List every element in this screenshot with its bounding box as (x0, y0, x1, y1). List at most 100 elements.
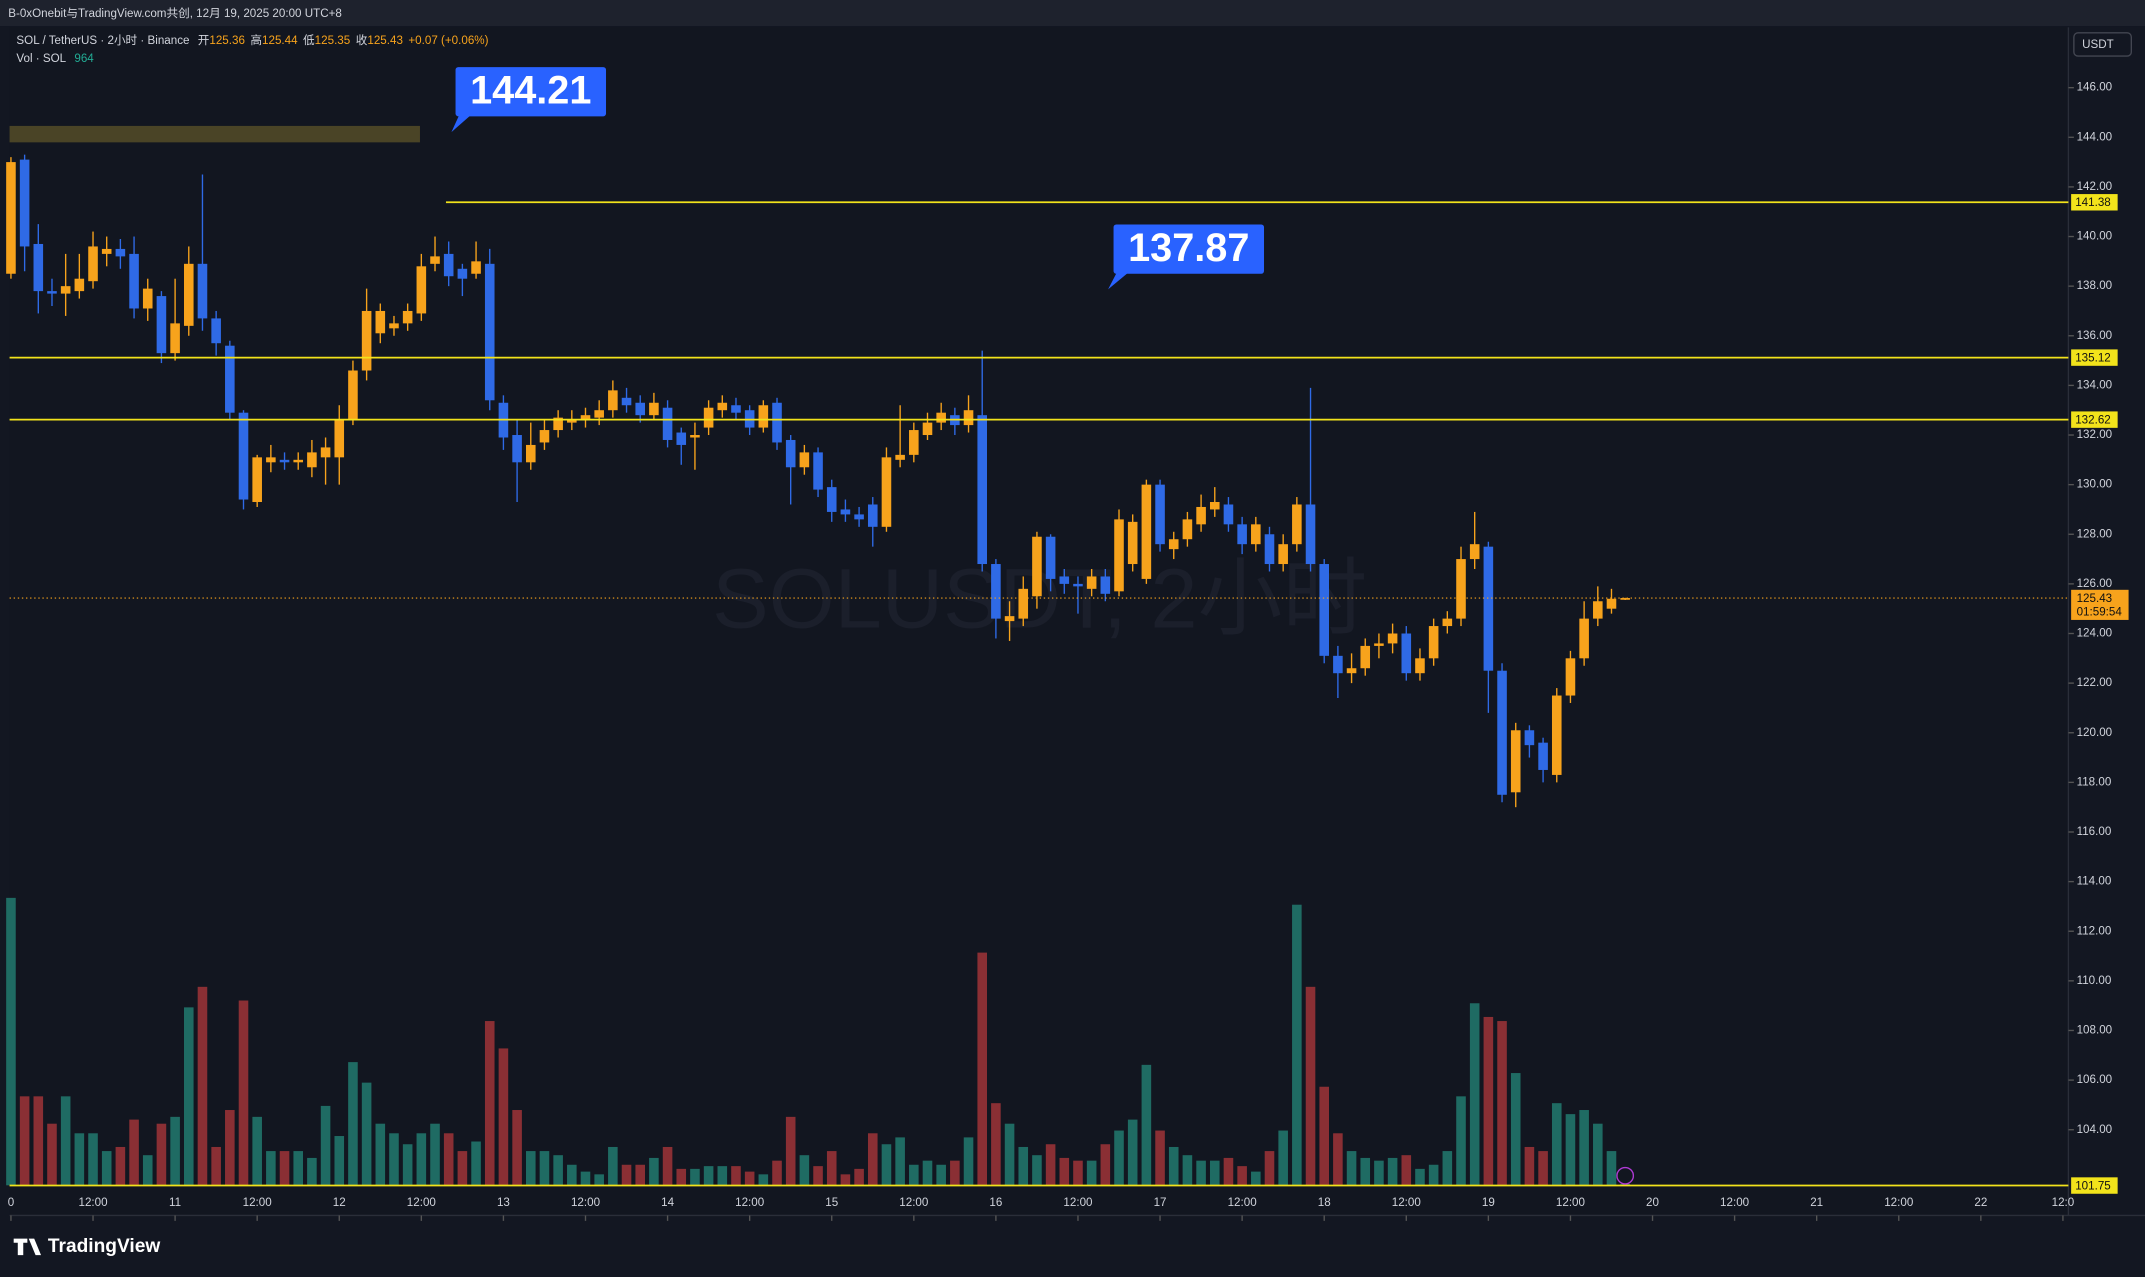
volume-bar (1606, 1151, 1617, 1186)
volume-bar (1196, 1160, 1206, 1186)
candle-body (977, 415, 988, 565)
source-line: B-0xOnebit与TradingView.com共创, 12月 19, 20… (8, 7, 342, 20)
volume-bar (895, 1137, 905, 1186)
candle-body (1045, 536, 1056, 579)
candle-body (840, 509, 851, 515)
candle-body (457, 268, 468, 279)
candle-body (1524, 730, 1535, 746)
volume-bar (1209, 1160, 1220, 1186)
volume-bar (553, 1155, 563, 1186)
candle-body (867, 504, 878, 527)
volume-bar (881, 1144, 892, 1186)
candle-body (19, 159, 30, 247)
volume-bar (33, 1096, 44, 1186)
x-tick-label: 20 (1646, 1196, 1659, 1209)
candle-body (416, 266, 427, 314)
volume-bar (115, 1146, 126, 1186)
volume-bar (170, 1116, 180, 1186)
volume-bar (252, 1116, 262, 1186)
volume-bar (88, 1133, 98, 1186)
candle-body (772, 402, 782, 443)
candle-body (1442, 618, 1453, 627)
candle-body (1223, 504, 1234, 525)
candle-body (430, 256, 440, 264)
x-tick-label: 12:00 (1063, 1196, 1093, 1209)
volume-bar (608, 1146, 618, 1186)
volume-bar (334, 1136, 345, 1186)
volume-bar (266, 1151, 276, 1186)
y-tick-label: 134.00 (2077, 378, 2113, 391)
volume-bar (225, 1110, 235, 1186)
volume-bar (594, 1174, 604, 1186)
volume-bar (1223, 1157, 1234, 1186)
volume-bar (1114, 1130, 1124, 1186)
volume-bar (772, 1160, 782, 1186)
candle-body (922, 422, 933, 436)
candle-body (129, 253, 139, 309)
level-tag (2071, 411, 2118, 428)
y-tick-label: 116.00 (2077, 825, 2112, 838)
volume-bar (156, 1123, 167, 1186)
level-label: 101.75 (2075, 1179, 2111, 1192)
brand: TradingView (48, 1236, 160, 1257)
x-tick-label: 12:00 (243, 1196, 273, 1209)
candle-body (553, 417, 563, 431)
volume-bar (1004, 1123, 1015, 1186)
callout-label: 137.87 (1128, 226, 1249, 270)
price-tag (2071, 589, 2129, 620)
candle-body (1387, 633, 1398, 644)
volume-bar (457, 1151, 468, 1186)
volume-bar (1415, 1168, 1425, 1186)
candle-body (33, 243, 44, 292)
x-tick-label: 0 (8, 1196, 15, 1209)
alert-icon[interactable] (1616, 1166, 1635, 1185)
x-tick-label: 12:00 (735, 1196, 765, 1209)
x-tick-label: 12:00 (899, 1196, 929, 1209)
volume-bar (498, 1048, 509, 1186)
x-tick-label: 11 (169, 1196, 181, 1209)
candle-body (1346, 668, 1357, 674)
candle-body (1497, 670, 1507, 795)
label: 收 (356, 33, 368, 47)
x-tick-label: 12:00 (1392, 1196, 1422, 1209)
symbol: SOL / TetherUS · 2小时 · Binance (16, 34, 189, 47)
candle-body (1456, 559, 1466, 619)
candle-body (1415, 658, 1425, 674)
volume-bar (662, 1146, 673, 1186)
volume-bar (471, 1141, 481, 1186)
volume-bar (1333, 1133, 1343, 1186)
volume-bar (799, 1155, 810, 1186)
candle-body (1237, 524, 1247, 545)
y-tick-label: 108.00 (2077, 1024, 2113, 1037)
volume-bar (936, 1164, 946, 1186)
candle-body (74, 278, 85, 292)
candle-body (1114, 519, 1124, 592)
volume-bar (1387, 1157, 1398, 1186)
candle-body (471, 261, 481, 274)
candle-body (1004, 616, 1015, 622)
candle-body (785, 439, 796, 468)
candle-body (47, 291, 57, 294)
volume-bar (1565, 1114, 1576, 1186)
callout-box (1113, 224, 1265, 274)
volume-bar (950, 1160, 960, 1186)
volume-bar (1278, 1130, 1288, 1186)
y-tick-label: 128.00 (2077, 527, 2113, 540)
volume-bar (293, 1151, 304, 1186)
volume-bar (840, 1174, 851, 1186)
volume-bar (320, 1105, 331, 1186)
candle-body (635, 402, 646, 416)
volume-bar (1182, 1155, 1193, 1186)
price-tag-value: 125.43 (2077, 592, 2113, 605)
candle-body (307, 452, 317, 468)
candle-body (799, 452, 810, 468)
candle-body (1620, 598, 1630, 600)
y-tick-label: 136.00 (2077, 329, 2113, 342)
x-tick-label: 18 (1318, 1196, 1331, 1209)
candle-body (115, 248, 126, 257)
currency-button[interactable] (2073, 32, 2133, 57)
candle-body (361, 310, 372, 371)
candle-body (6, 162, 16, 274)
candle-body (266, 457, 276, 463)
